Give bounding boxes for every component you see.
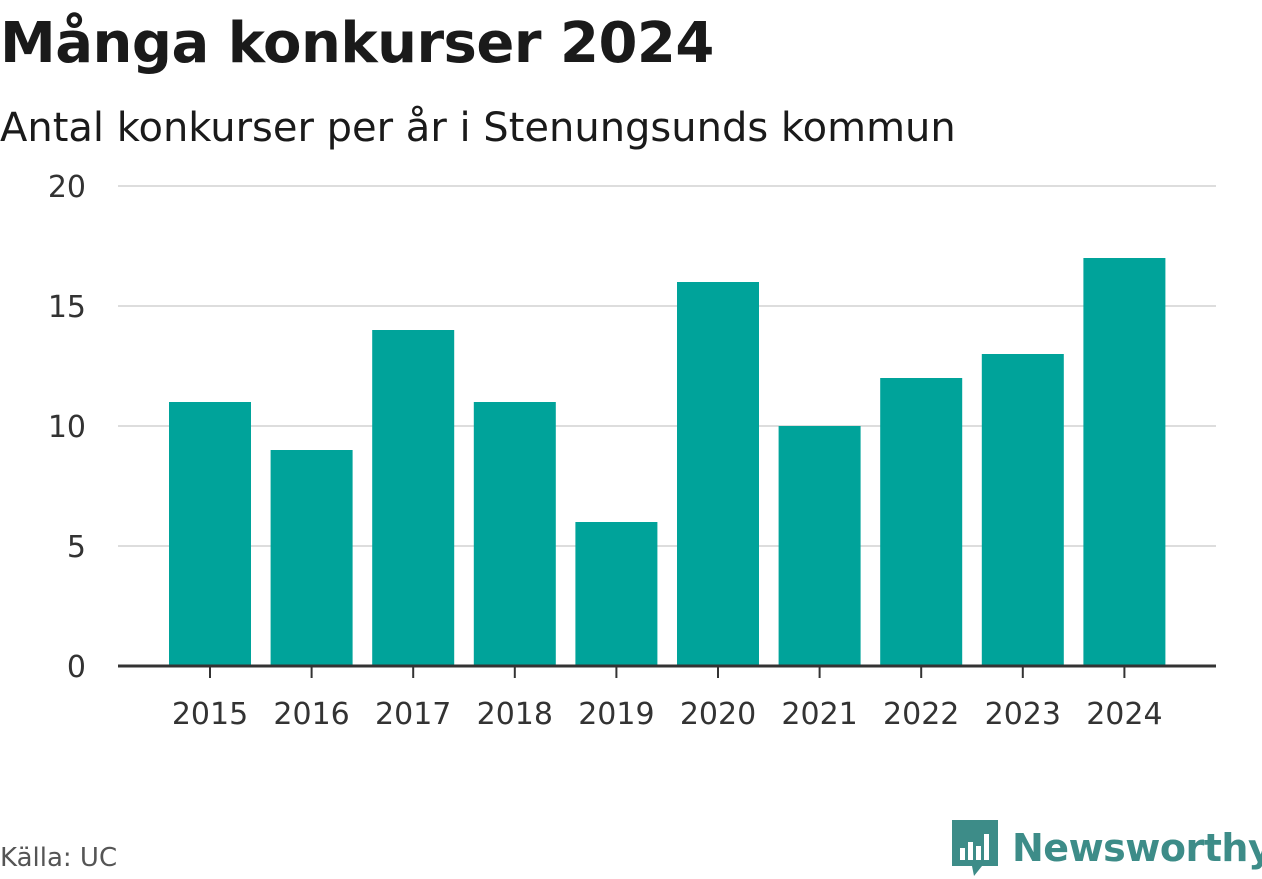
newsworthy-logo-icon bbox=[952, 820, 998, 876]
x-tick-label: 2017 bbox=[375, 697, 451, 732]
chart-subtitle: Antal konkurser per år i Stenungsunds ko… bbox=[0, 105, 956, 151]
brand-logo: Newsworthy bbox=[950, 818, 1262, 878]
bar-2020 bbox=[677, 282, 759, 666]
x-tick-label: 2018 bbox=[477, 697, 553, 732]
x-tick-label: 2015 bbox=[172, 697, 248, 732]
bar-2019 bbox=[575, 522, 658, 666]
bars bbox=[169, 258, 1166, 666]
bar-2021 bbox=[778, 426, 861, 666]
bar-2015 bbox=[169, 402, 251, 666]
y-tick-label: 10 bbox=[48, 410, 86, 445]
x-tick-label: 2024 bbox=[1086, 697, 1162, 732]
y-tick-label: 20 bbox=[48, 170, 86, 205]
brand-name: Newsworthy bbox=[1012, 826, 1262, 870]
y-tick-label: 15 bbox=[48, 290, 86, 325]
x-tick-label: 2020 bbox=[680, 697, 756, 732]
chart-title: Många konkurser 2024 bbox=[0, 11, 714, 76]
y-tick-labels: 0 5 10 15 20 bbox=[48, 170, 86, 685]
bar-2017 bbox=[372, 330, 455, 666]
bar-2024 bbox=[1083, 258, 1166, 666]
y-tick-label: 5 bbox=[67, 530, 86, 565]
bar-2018 bbox=[473, 402, 556, 666]
bar-chart: 0 5 10 15 20 2015 2016 2017 2018 2019 2020 2021 202… bbox=[48, 170, 1216, 732]
x-tick-label: 2022 bbox=[883, 697, 959, 732]
bar-2022 bbox=[880, 378, 963, 666]
bar-2023 bbox=[981, 354, 1064, 666]
x-tick-labels: 2015 2016 2017 2018 2019 2020 2021 2022 2023 2024 bbox=[172, 697, 1163, 732]
x-tick-label: 2021 bbox=[781, 697, 857, 732]
x-tick-label: 2023 bbox=[985, 697, 1061, 732]
x-axis bbox=[118, 664, 1216, 678]
y-tick-label: 0 bbox=[67, 650, 86, 685]
x-tick-label: 2019 bbox=[578, 697, 654, 732]
bar-2016 bbox=[270, 450, 353, 666]
x-tick-label: 2016 bbox=[273, 697, 349, 732]
source-note: Källa: UC bbox=[0, 843, 118, 873]
